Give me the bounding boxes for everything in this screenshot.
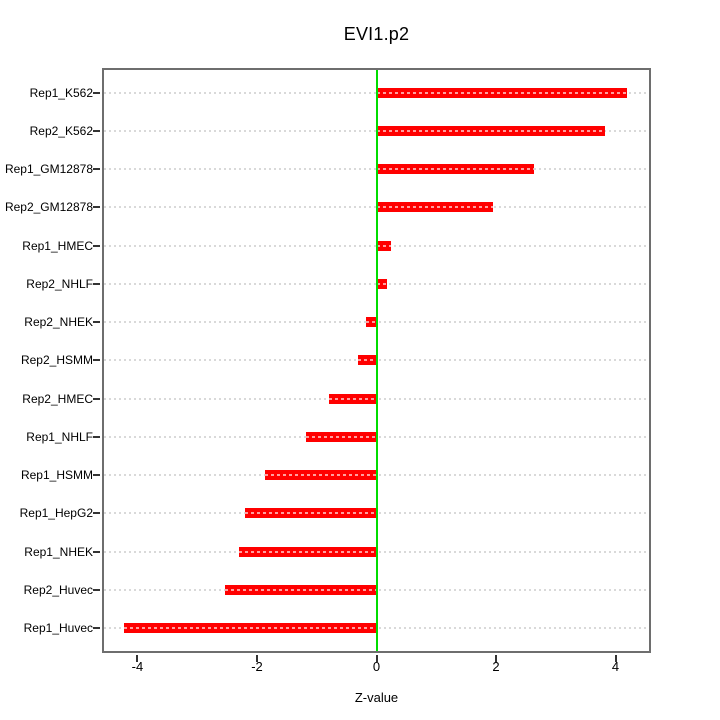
plot-area: Rep1_K562 Rep2_K562 Rep1_GM12878 Rep2_GM128…	[5, 68, 651, 674]
y-axis-tick	[93, 91, 100, 94]
y-tick-label: Rep1_HMEC	[22, 238, 93, 253]
bar-grid-overlay	[366, 321, 377, 324]
x-tick-label: -4	[131, 659, 144, 674]
bar-Rep2_HMEC	[328, 393, 377, 404]
y-tick-label: Rep1_K562	[29, 85, 93, 100]
bar-grid-overlay	[328, 397, 377, 400]
y-tick-label: Rep2_Huvec	[23, 582, 93, 597]
chart-title: EVI1.p2	[343, 24, 410, 44]
bar-grid-overlay	[376, 206, 494, 209]
y-tick-label: Rep1_GM12878	[4, 162, 93, 177]
y-tick-label: Rep2_NHEK	[24, 315, 93, 330]
y-tick-label: Rep2_NHLF	[26, 276, 93, 291]
y-tick-label: Rep1_NHEK	[24, 544, 93, 559]
bar-grid-overlay	[224, 588, 377, 591]
bar-grid-overlay	[376, 91, 628, 94]
x-tick-label: 2	[492, 659, 500, 674]
y-tick-label: Rep1_Huvec	[23, 621, 93, 636]
y-axis-tick	[93, 474, 100, 477]
x-axis-tick	[255, 655, 258, 662]
x-axis-tick	[495, 655, 498, 662]
y-axis-tick	[93, 397, 100, 400]
y-tick-label: Rep2_HSMM	[20, 353, 93, 368]
bar-grid-overlay	[376, 168, 534, 171]
x-axis-tick	[614, 655, 617, 662]
y-tick-label: Rep1_NHLF	[26, 429, 93, 444]
bar-grid-overlay	[376, 244, 391, 247]
x-tick-label: 0	[372, 659, 381, 674]
x-axis-title: Z-value	[354, 690, 399, 705]
bar-grid-overlay	[376, 282, 387, 285]
bar-grid-overlay	[245, 512, 377, 515]
y-axis-tick	[93, 512, 100, 515]
y-axis-tick	[93, 321, 100, 324]
bar-Rep2_HSMM	[357, 355, 377, 366]
bar-grid-overlay	[357, 359, 377, 362]
x-axis-tick	[136, 655, 139, 662]
bar-Rep2_NHLF	[376, 278, 387, 289]
bar-Rep1_Huvec	[123, 623, 377, 634]
y-tick-label: Rep1_HepG2	[19, 506, 93, 521]
bar-Rep1_HepG2	[245, 508, 377, 519]
bar-Rep1_NHEK	[239, 546, 377, 557]
bar-grid-overlay	[265, 474, 377, 477]
bar-Rep2_K562	[376, 125, 605, 136]
y-tick-label: Rep2_GM12878	[4, 200, 93, 215]
bar-grid-overlay	[305, 435, 377, 438]
x-tick-label: 4	[611, 659, 620, 674]
y-axis-tick	[93, 435, 100, 438]
bar-grid-overlay	[376, 129, 605, 132]
bar-Rep1_HMEC	[376, 240, 391, 251]
y-axis-tick	[93, 627, 100, 630]
y-tick-label: Rep1_HSMM	[20, 468, 93, 483]
y-axis-tick	[93, 588, 100, 591]
bar-grid-overlay	[239, 550, 377, 553]
x-tick-label: -2	[251, 659, 263, 674]
y-tick-label: Rep2_K562	[29, 123, 93, 138]
y-axis-tick	[93, 550, 100, 553]
bar-Rep2_Huvec	[224, 584, 377, 595]
y-axis-tick	[93, 168, 100, 171]
y-axis-tick	[93, 129, 100, 132]
y-axis-tick	[93, 244, 100, 247]
y-tick-label: Rep2_HMEC	[22, 391, 93, 406]
bar-Rep2_NHEK	[366, 317, 377, 328]
y-axis-tick	[93, 206, 100, 209]
y-axis-tick	[93, 282, 100, 285]
zero-reference-line	[375, 70, 378, 651]
bar-Rep1_K562	[376, 87, 628, 98]
x-axis-tick	[375, 655, 378, 662]
bar-Rep1_GM12878	[376, 164, 534, 175]
bar-Rep1_HSMM	[265, 470, 377, 481]
bar-grid-overlay	[123, 627, 377, 630]
y-axis-tick	[93, 359, 100, 362]
bar-Rep2_GM12878	[376, 202, 494, 213]
bar-Rep1_NHLF	[305, 431, 377, 442]
